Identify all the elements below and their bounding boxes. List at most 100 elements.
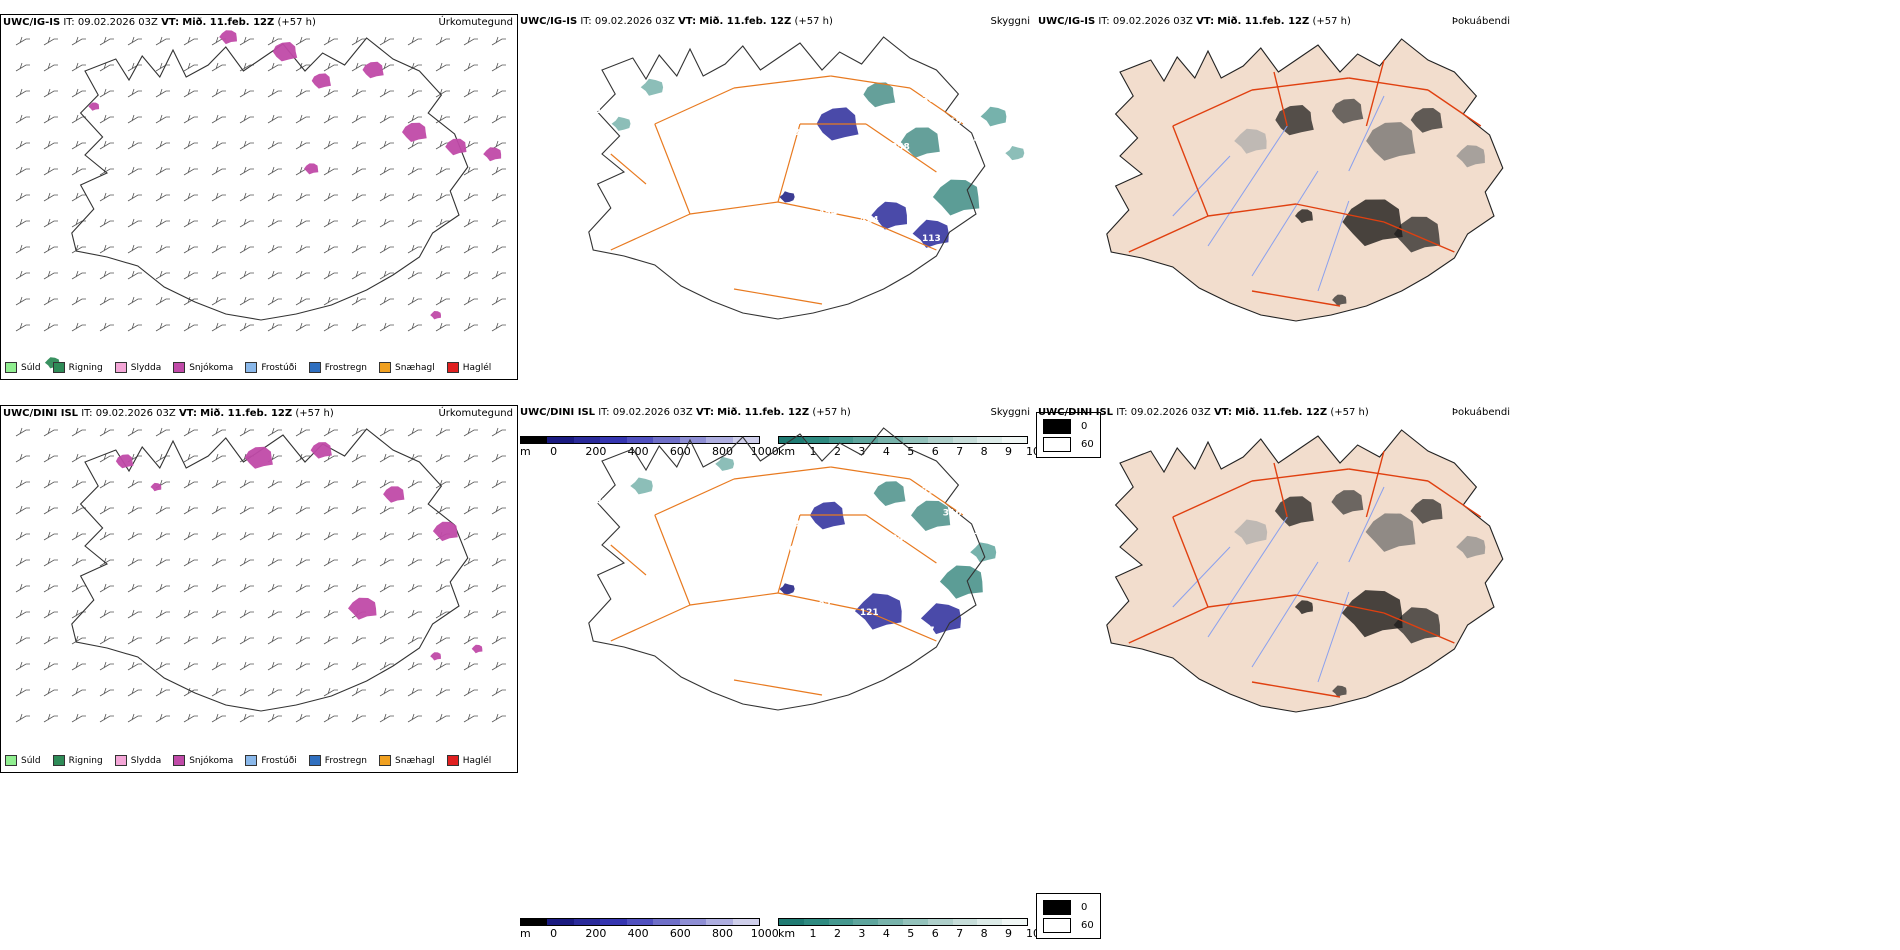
colorbar-step [573, 919, 601, 925]
fog-area [1393, 607, 1441, 644]
wind-barb [295, 453, 310, 463]
wind-barb [155, 88, 170, 98]
fog-panel-row2: UWC/DINI ISL IT: 09.02.2026 03Z VT: Mið.… [1036, 405, 1900, 773]
wind-barb [295, 531, 310, 541]
wind-barb [323, 505, 338, 515]
wind-barb [99, 166, 114, 176]
wind-barb [239, 244, 254, 254]
legend-item: Haglél [446, 755, 491, 766]
panel-param-name: Skyggni [990, 16, 1030, 27]
wind-barb [351, 322, 366, 332]
legend-label: Súld [21, 362, 41, 373]
height-label: 130 [839, 164, 858, 174]
legend-swatch [245, 755, 258, 766]
wind-barb [127, 322, 142, 332]
height-label: 790 [922, 486, 941, 496]
fog-area [1275, 105, 1314, 136]
wind-barb [155, 427, 170, 437]
road [733, 466, 831, 480]
legend-swatch [5, 362, 17, 373]
wind-barb [183, 609, 198, 619]
road [733, 288, 823, 305]
wind-barb [155, 192, 170, 202]
wind-barb [43, 713, 58, 723]
precip-area [311, 73, 331, 89]
road [1348, 77, 1429, 91]
wind-barb [211, 505, 226, 515]
height-label: 85 [912, 582, 925, 592]
wind-barb [323, 583, 338, 593]
wind-barb [15, 140, 30, 150]
wind-barb [43, 583, 58, 593]
wind-barb [71, 531, 86, 541]
low-visibility-areas [630, 456, 997, 635]
wind-barb [211, 166, 226, 176]
road [1348, 468, 1429, 482]
road [1251, 77, 1349, 91]
colorbar-tick: 4 [882, 445, 890, 458]
panel-param-name: Þokuábendi [1451, 16, 1510, 27]
precip-area [310, 442, 332, 459]
precip-panel-row1: UWC/IG-IS IT: 09.02.2026 03Z VT: Mið. 11… [0, 14, 518, 380]
panel-title: UWC/IG-IS IT: 09.02.2026 03Z VT: Mið. 11… [3, 17, 316, 28]
wind-barb [127, 296, 142, 306]
wind-barb [15, 687, 30, 697]
wind-barb [351, 192, 366, 202]
wind-barb [267, 244, 282, 254]
fog-area [1331, 98, 1364, 124]
wind-barb [183, 427, 198, 437]
wind-barb [267, 505, 282, 515]
precip-area [471, 644, 483, 654]
legend-item: Rigning [52, 755, 103, 766]
colorbar-tick: 400 [627, 927, 649, 940]
wind-barb [323, 661, 338, 671]
wind-barb [15, 557, 30, 567]
wind-barb [435, 192, 450, 202]
wind-barb [99, 453, 114, 463]
wind-barb [15, 505, 30, 515]
legend-label: Frostúði [261, 362, 297, 373]
wind-barb [127, 661, 142, 671]
wind-barb [463, 453, 478, 463]
wind-barb [435, 62, 450, 72]
wind-barb [323, 479, 338, 489]
wind-barb [239, 505, 254, 515]
wind-barb [379, 557, 394, 567]
wind-barb [127, 557, 142, 567]
visibility-area [863, 82, 896, 108]
wind-barb [127, 218, 142, 228]
road [1273, 462, 1288, 518]
wind-barb [15, 36, 30, 46]
wind-barb [407, 531, 422, 541]
river [1251, 170, 1319, 277]
wind-barb [15, 583, 30, 593]
road [1273, 71, 1288, 127]
wind-barb [435, 114, 450, 124]
wind-barb [211, 270, 226, 280]
road [1128, 215, 1209, 253]
colorbar-unit: km [778, 927, 796, 940]
height-label: 113 [922, 234, 941, 244]
colorbar-tick: 1 [809, 927, 817, 940]
wind-barb [211, 244, 226, 254]
road-network [1128, 59, 1482, 307]
wind-barb [491, 427, 506, 437]
road [1251, 681, 1341, 698]
road-network [1128, 450, 1482, 698]
wind-barb [71, 427, 86, 437]
wind-barb [463, 192, 478, 202]
colorbar-step [679, 919, 707, 925]
wind-barb [239, 687, 254, 697]
road [1128, 606, 1209, 644]
wind-barb [239, 479, 254, 489]
legend-item: Súld [5, 755, 41, 766]
wind-barb [15, 296, 30, 306]
visibility-area [873, 481, 906, 506]
wind-barb [323, 687, 338, 697]
wind-barb [71, 687, 86, 697]
colorbar-tick: 7 [956, 927, 964, 940]
road [1365, 450, 1385, 518]
wind-barb [351, 62, 366, 72]
legend-item: Frostúði [245, 755, 297, 766]
road [610, 604, 691, 642]
